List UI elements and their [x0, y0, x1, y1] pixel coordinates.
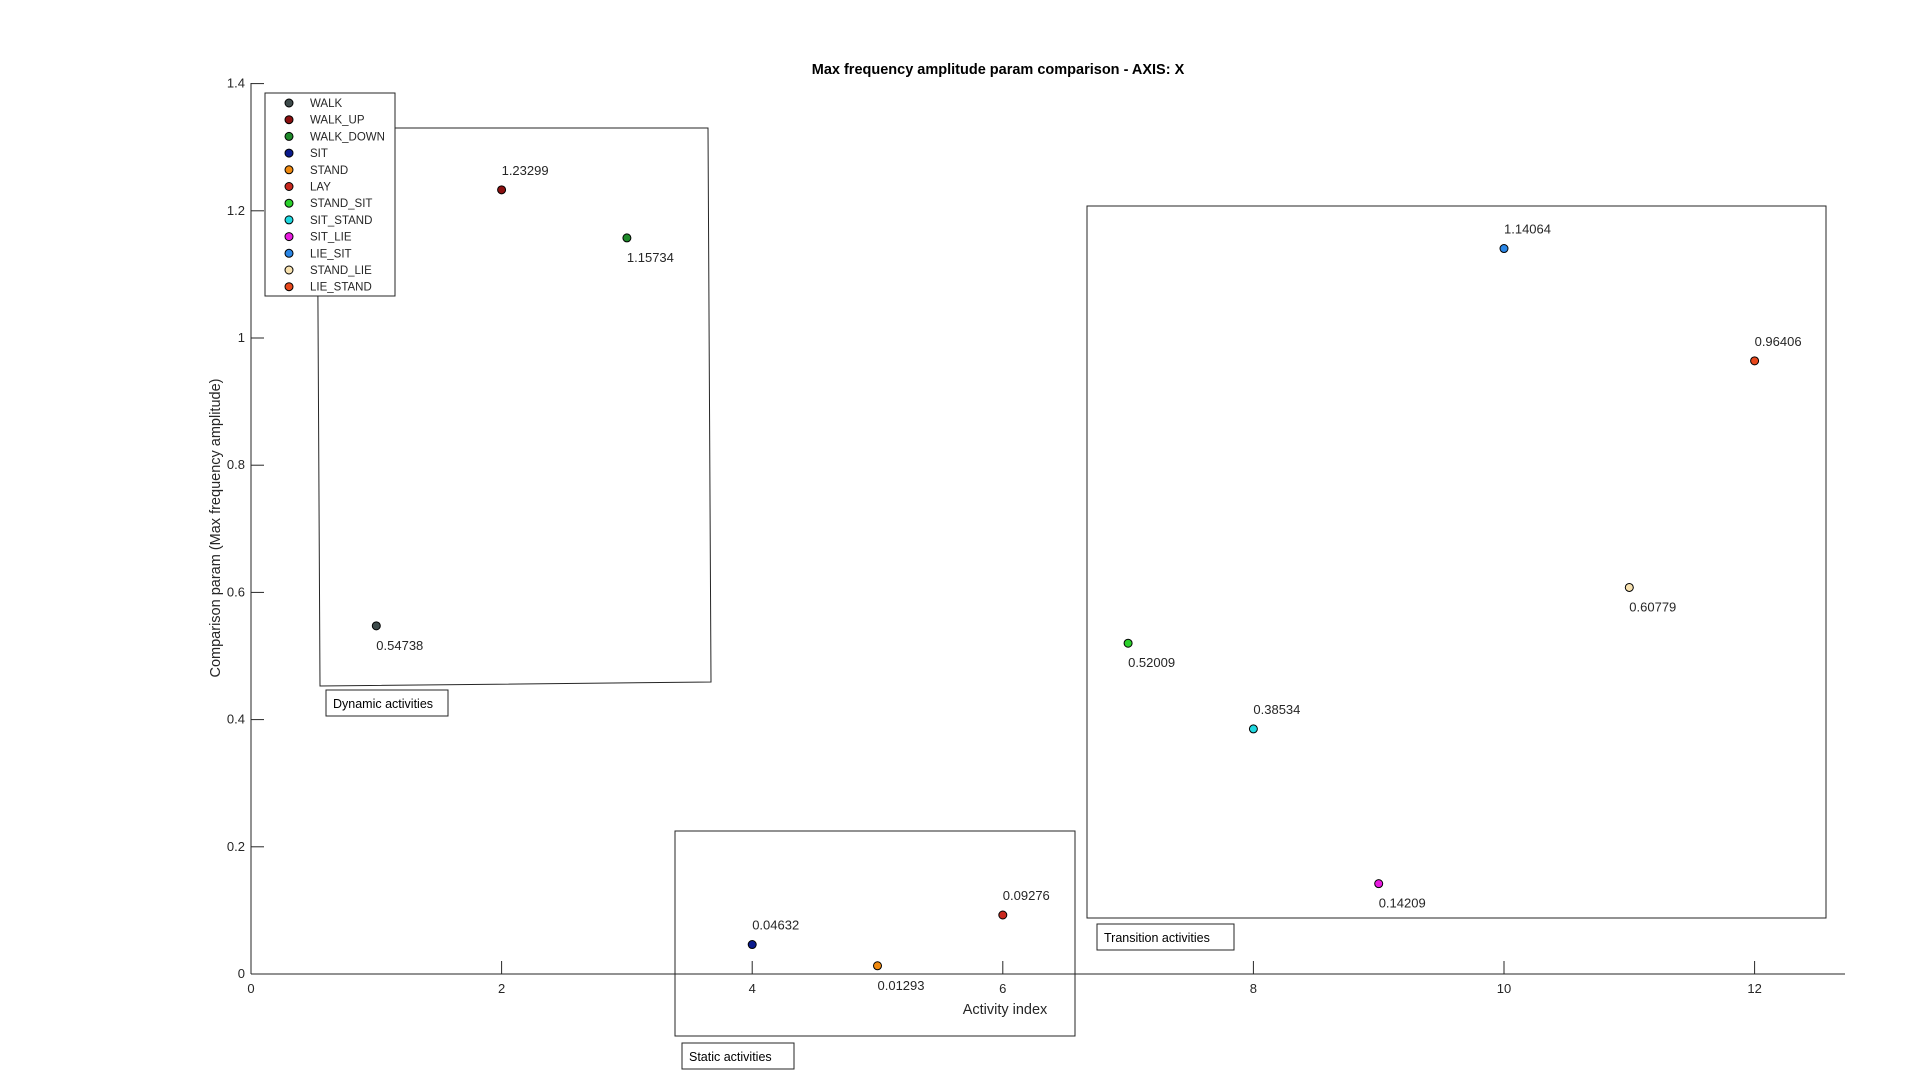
data-label-stand-lie: 0.60779	[1629, 599, 1676, 614]
data-point-lie-sit	[1499, 244, 1509, 254]
annotation-transition-frame	[1096, 923, 1235, 951]
legend-marker-lie-stand	[284, 282, 294, 292]
x-tick-label: 10	[1497, 981, 1511, 996]
annotation-static-text: Static activities	[689, 1050, 772, 1064]
data-label-lie-stand: 0.96406	[1755, 334, 1802, 349]
legend-label-sit: SIT	[310, 148, 328, 160]
data-label-lay: 0.09276	[1003, 888, 1050, 903]
data-label-walk: 0.54738	[376, 638, 423, 653]
y-tick-label: 0.2	[227, 839, 245, 854]
data-label-walk-down: 1.15734	[627, 250, 674, 265]
data-point-lie-stand	[1750, 356, 1760, 366]
data-points	[371, 185, 1760, 971]
annotation-dynamic-text: Dynamic activities	[333, 697, 433, 711]
y-axis-label: Comparison param (Max frequency amplitud…	[208, 379, 224, 678]
x-tick-label: 2	[498, 981, 505, 996]
legend-marker-walk-down	[284, 131, 294, 141]
legend-label-walk-up: WALK_UP	[310, 115, 365, 127]
data-point-walk-down	[622, 233, 632, 243]
y-tick-label: 1.4	[227, 76, 245, 91]
x-ticks: 0 2 4 6 8 10 12	[247, 961, 1762, 996]
data-label-stand: 0.01293	[878, 978, 925, 993]
dynamic-activities-box	[316, 127, 712, 687]
chart-title: Max frequency amplitude param comparison…	[812, 62, 1185, 78]
annotation-transition-text: Transition activities	[1104, 931, 1210, 945]
data-point-sit-lie	[1374, 879, 1384, 889]
legend-marker-sit-lie	[284, 232, 294, 242]
y-tick-label: 0	[238, 966, 245, 981]
data-label-lie-sit: 1.14064	[1504, 222, 1551, 237]
x-axis-label: Activity index	[963, 1002, 1048, 1018]
y-tick-label: 0.6	[227, 584, 245, 599]
y-tick-label: 0.4	[227, 712, 245, 727]
legend-label-stand-lie: STAND_LIE	[310, 265, 372, 277]
data-point-stand-sit	[1123, 638, 1133, 648]
annotation-static: Static activities	[681, 1042, 795, 1070]
region-boxes	[316, 127, 1827, 1037]
legend-label-stand-sit: STAND_SIT	[310, 198, 372, 210]
data-point-sit-stand	[1248, 724, 1258, 734]
legend-label-sit-lie: SIT_LIE	[310, 232, 352, 244]
y-tick-label: 1.2	[227, 203, 245, 218]
x-tick-label: 6	[999, 981, 1006, 996]
legend-marker-sit	[284, 148, 294, 158]
legend-marker-lay	[284, 182, 294, 191]
transition-activities-box	[1086, 205, 1827, 919]
data-label-walk-up: 1.23299	[502, 163, 549, 178]
legend-marker-lie-sit	[284, 248, 294, 258]
legend-marker-stand-lie	[284, 265, 294, 275]
legend-marker-stand-sit	[284, 198, 294, 208]
legend-label-sit-stand: SIT_STAND	[310, 215, 372, 227]
legend-label-lie-stand: LIE_STAND	[310, 282, 372, 294]
x-tick-label: 0	[247, 981, 254, 996]
data-point-stand-lie	[1624, 582, 1634, 592]
legend-label-stand: STAND	[310, 165, 348, 177]
x-tick-label: 4	[749, 981, 756, 996]
annotation-dynamic-frame	[325, 689, 449, 717]
x-tick-label: 8	[1250, 981, 1257, 996]
legend-marker-stand	[284, 165, 294, 175]
legend-marker-walk-up	[284, 115, 294, 125]
legend-items: WALK WALK_UP WALK_DOWN SIT STAND LAY STAND_SIT…	[284, 98, 385, 294]
legend-label-lay: LAY	[310, 182, 331, 194]
data-labels: 0.54738 1.23299 1.15734 0.04632 0.01293 0.092…	[376, 163, 1801, 993]
legend-marker-walk	[284, 98, 294, 108]
annotation-static-frame	[681, 1042, 795, 1070]
y-tick-label: 1	[238, 330, 245, 345]
legend-label-lie-sit: LIE_SIT	[310, 248, 352, 260]
data-point-stand	[873, 961, 882, 971]
x-tick-label: 12	[1747, 981, 1761, 996]
axes	[250, 83, 1845, 975]
data-point-sit	[747, 940, 757, 950]
legend-label-walk-down: WALK_DOWN	[310, 131, 385, 143]
data-label-sit-lie: 0.14209	[1379, 896, 1426, 911]
annotation-transition: Transition activities	[1096, 923, 1235, 951]
data-point-lay	[998, 910, 1008, 920]
data-label-stand-sit: 0.52009	[1128, 655, 1175, 670]
annotation-dynamic: Dynamic activities	[325, 689, 449, 717]
legend-label-walk: WALK	[310, 98, 342, 110]
data-point-walk	[371, 621, 381, 631]
y-tick-label: 0.8	[227, 457, 245, 472]
legend: WALK WALK_UP WALK_DOWN SIT STAND LAY STAND_SIT…	[264, 92, 396, 297]
y-ticks: 0 0.2 0.4 0.6 0.8 1 1.2 1.4	[227, 76, 264, 981]
static-activities-box	[674, 830, 1076, 1037]
data-label-sit: 0.04632	[752, 918, 799, 933]
legend-marker-sit-stand	[284, 215, 294, 225]
legend-frame	[264, 92, 396, 297]
data-label-sit-stand: 0.38534	[1253, 702, 1300, 717]
data-point-walk-up	[497, 185, 507, 195]
